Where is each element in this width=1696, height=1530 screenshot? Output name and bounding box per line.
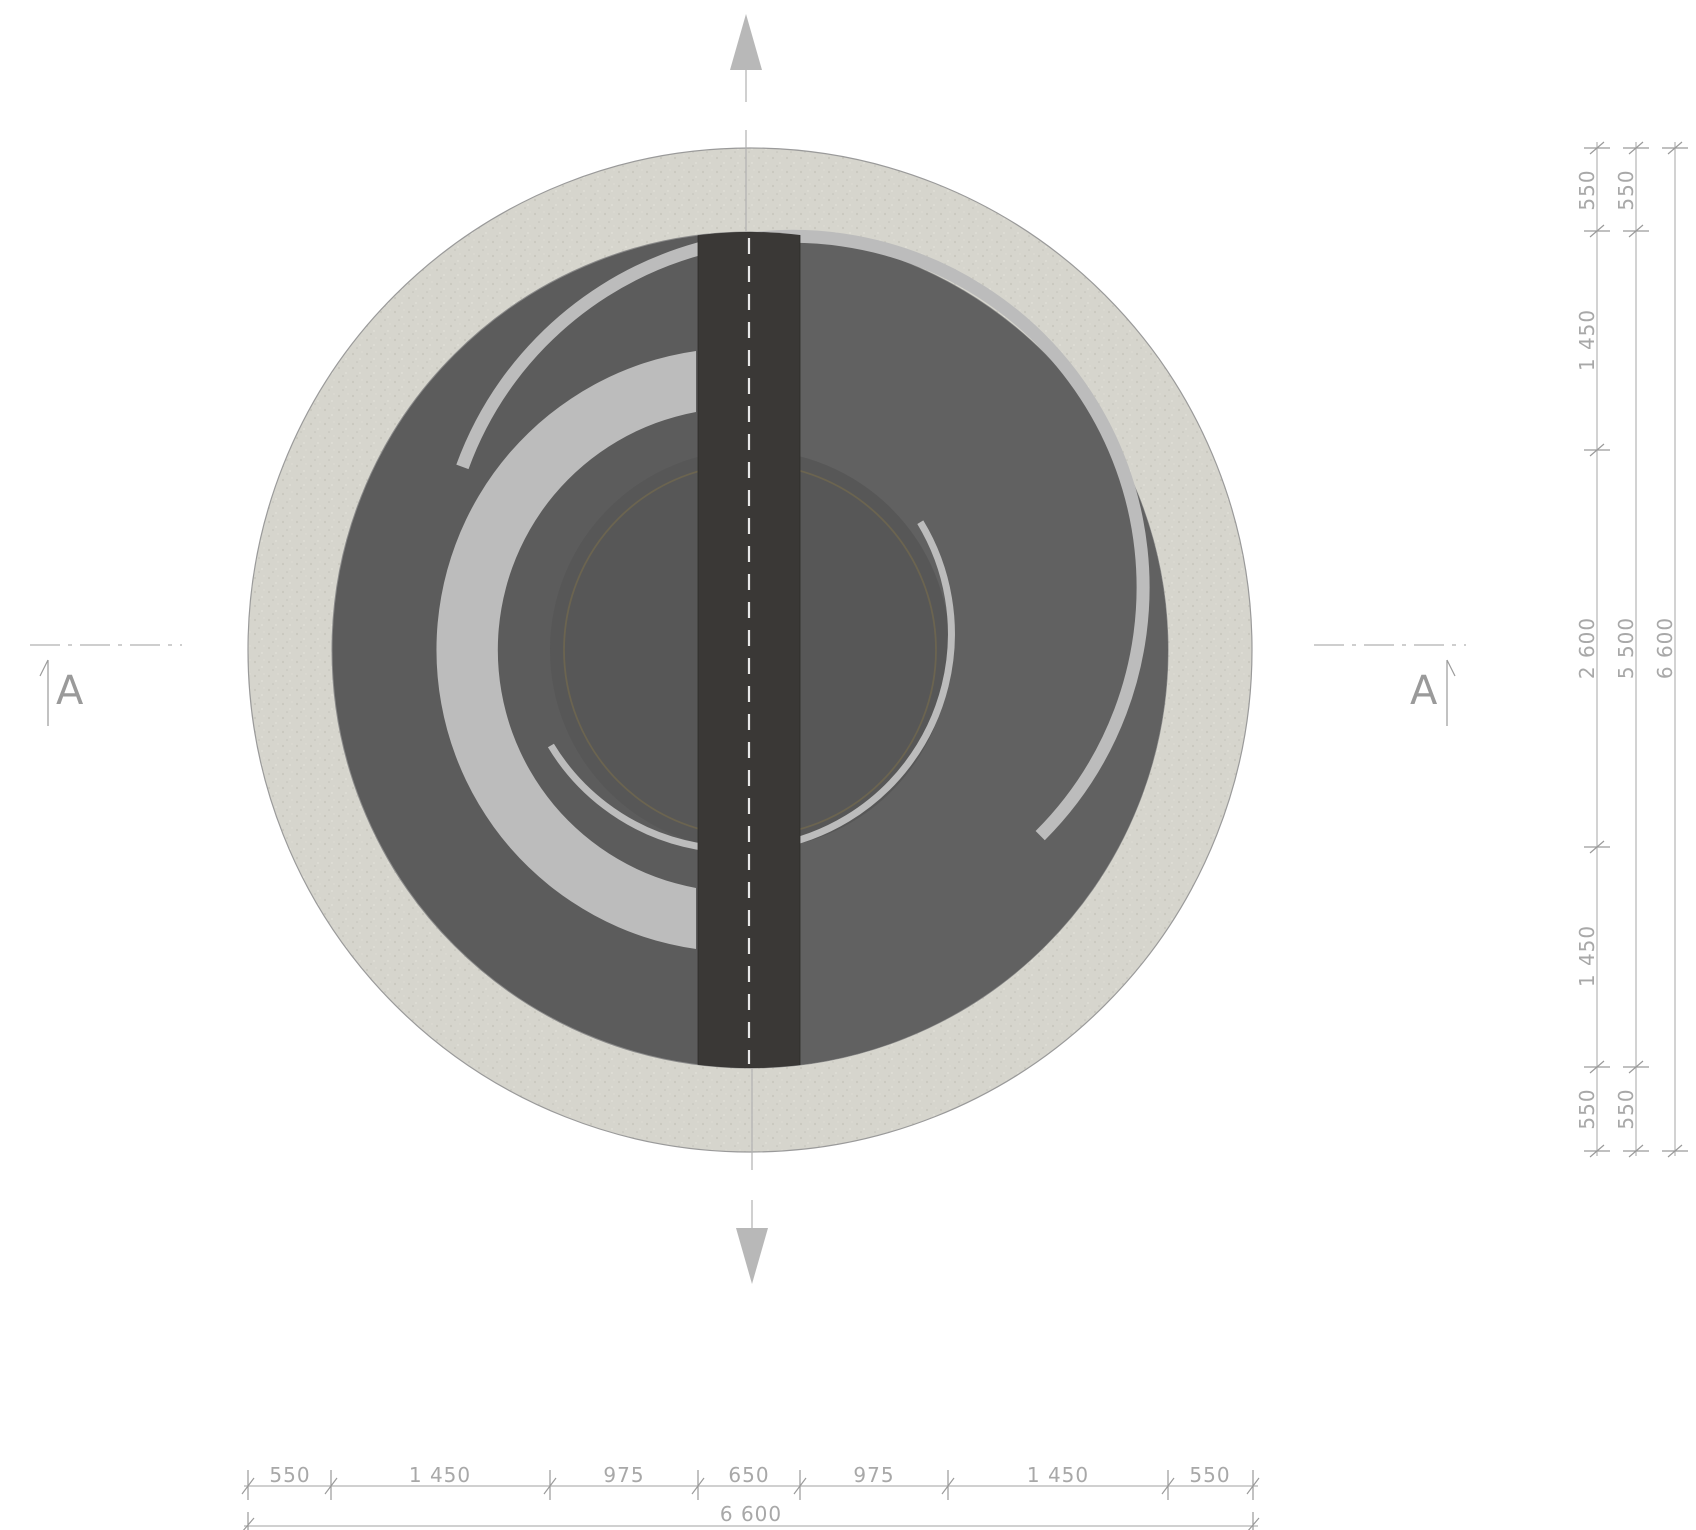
section-label-left: A [56, 668, 84, 714]
dim-v-total: 6 600 [1653, 617, 1677, 679]
dim-h-2: 1 450 [409, 1463, 471, 1487]
asphalt-right-half [750, 232, 1168, 1068]
dim-h-total: 6 600 [720, 1502, 782, 1526]
section-label-right: A [1410, 668, 1438, 714]
center-road-edge [697, 232, 801, 1068]
dim-h-4: 650 [728, 1463, 769, 1487]
dim-v-mid-1: 550 [1614, 169, 1638, 210]
dim-h-3: 975 [603, 1463, 644, 1487]
dim-h-5: 975 [853, 1463, 894, 1487]
dim-v-4: 1 450 [1575, 925, 1599, 987]
dim-h-1: 550 [269, 1463, 310, 1487]
outer-arc-marking [456, 229, 1150, 841]
dim-h-6: 1 450 [1027, 1463, 1089, 1487]
dim-v-3: 2 600 [1575, 617, 1599, 679]
section-marker-right: A [1314, 644, 1466, 726]
dim-h-7: 550 [1189, 1463, 1230, 1487]
dim-v-5: 550 [1575, 1088, 1599, 1129]
arrow-down-icon [736, 1200, 768, 1284]
horizontal-dimension-chain: 550 1 450 975 650 975 1 450 550 6 600 [241, 1463, 1260, 1530]
dim-v-mid-2: 5 500 [1614, 617, 1638, 679]
dim-v-mid-3: 550 [1614, 1088, 1638, 1129]
inner-arc-marking [547, 520, 955, 854]
wide-arc-marking [436, 351, 696, 949]
section-marker-left: A [30, 644, 182, 726]
dim-v-1: 550 [1575, 169, 1599, 210]
center-road-strip [698, 232, 800, 1068]
vertical-dimension-chains: 550 1 450 2 600 1 450 550 550 5 500 550 … [1575, 141, 1688, 1158]
dim-v-2: 1 450 [1575, 309, 1599, 371]
arrow-up-icon [730, 14, 762, 102]
